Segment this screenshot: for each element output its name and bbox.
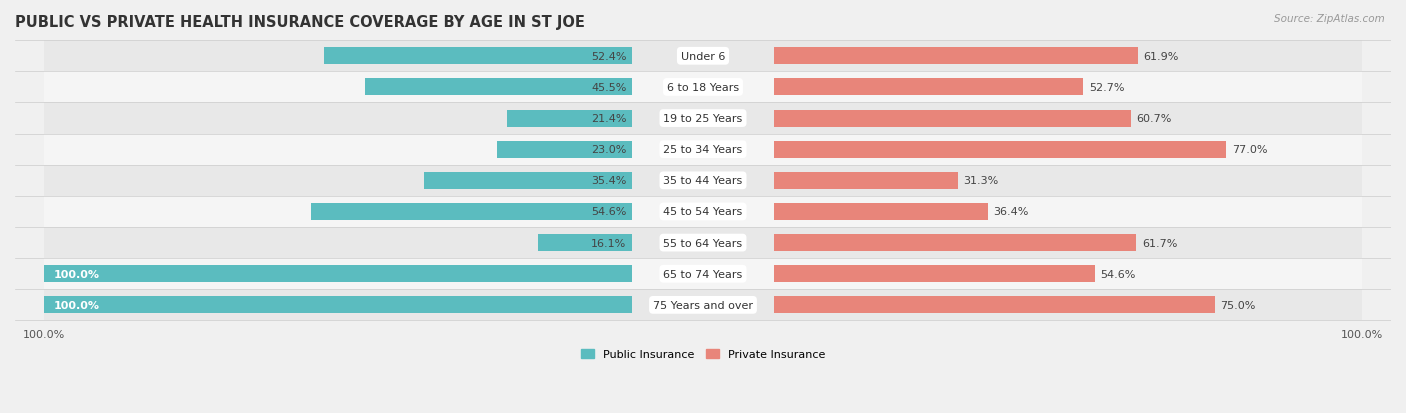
Text: 75.0%: 75.0% (1220, 300, 1256, 310)
Text: 61.7%: 61.7% (1142, 238, 1178, 248)
Bar (366, 79, 633, 96)
Text: 52.4%: 52.4% (591, 52, 627, 62)
Bar (45, 228, 1361, 259)
Text: 54.6%: 54.6% (591, 207, 627, 217)
Bar (773, 297, 1215, 314)
Text: 45 to 54 Years: 45 to 54 Years (664, 207, 742, 217)
Bar (45, 41, 1361, 72)
Bar (45, 72, 1361, 103)
Bar (773, 48, 1137, 65)
Bar (773, 79, 1084, 96)
Text: 21.4%: 21.4% (591, 114, 627, 124)
Text: 77.0%: 77.0% (1232, 145, 1268, 155)
Text: 36.4%: 36.4% (994, 207, 1029, 217)
Text: 35.4%: 35.4% (591, 176, 627, 186)
Text: 55 to 64 Years: 55 to 64 Years (664, 238, 742, 248)
Bar (45, 134, 1361, 165)
Bar (45, 266, 633, 282)
Text: 23.0%: 23.0% (591, 145, 627, 155)
Bar (773, 204, 987, 221)
Text: 60.7%: 60.7% (1136, 114, 1171, 124)
Bar (45, 259, 1361, 290)
Bar (45, 165, 1361, 197)
Text: 54.6%: 54.6% (1101, 269, 1136, 279)
Bar (45, 103, 1361, 134)
Bar (498, 141, 633, 158)
Text: PUBLIC VS PRIVATE HEALTH INSURANCE COVERAGE BY AGE IN ST JOE: PUBLIC VS PRIVATE HEALTH INSURANCE COVER… (15, 15, 585, 30)
Bar (773, 110, 1130, 127)
Legend: Public Insurance, Private Insurance: Public Insurance, Private Insurance (576, 345, 830, 364)
Bar (773, 266, 1095, 282)
Bar (325, 48, 633, 65)
Text: Source: ZipAtlas.com: Source: ZipAtlas.com (1274, 14, 1385, 24)
Bar (537, 235, 633, 252)
Bar (45, 197, 1361, 228)
Bar (311, 204, 633, 221)
Text: 31.3%: 31.3% (963, 176, 998, 186)
Bar (773, 235, 1136, 252)
Text: 25 to 34 Years: 25 to 34 Years (664, 145, 742, 155)
Text: Under 6: Under 6 (681, 52, 725, 62)
Bar (773, 172, 957, 190)
Text: 100.0%: 100.0% (53, 269, 100, 279)
Text: 61.9%: 61.9% (1143, 52, 1178, 62)
Text: 100.0%: 100.0% (53, 300, 100, 310)
Text: 6 to 18 Years: 6 to 18 Years (666, 83, 740, 93)
Text: 19 to 25 Years: 19 to 25 Years (664, 114, 742, 124)
Bar (506, 110, 633, 127)
Bar (45, 290, 1361, 320)
Text: 45.5%: 45.5% (591, 83, 627, 93)
Bar (773, 141, 1226, 158)
Bar (45, 297, 633, 314)
Text: 52.7%: 52.7% (1090, 83, 1125, 93)
Bar (425, 172, 633, 190)
Text: 65 to 74 Years: 65 to 74 Years (664, 269, 742, 279)
Text: 75 Years and over: 75 Years and over (652, 300, 754, 310)
Text: 35 to 44 Years: 35 to 44 Years (664, 176, 742, 186)
Text: 16.1%: 16.1% (592, 238, 627, 248)
